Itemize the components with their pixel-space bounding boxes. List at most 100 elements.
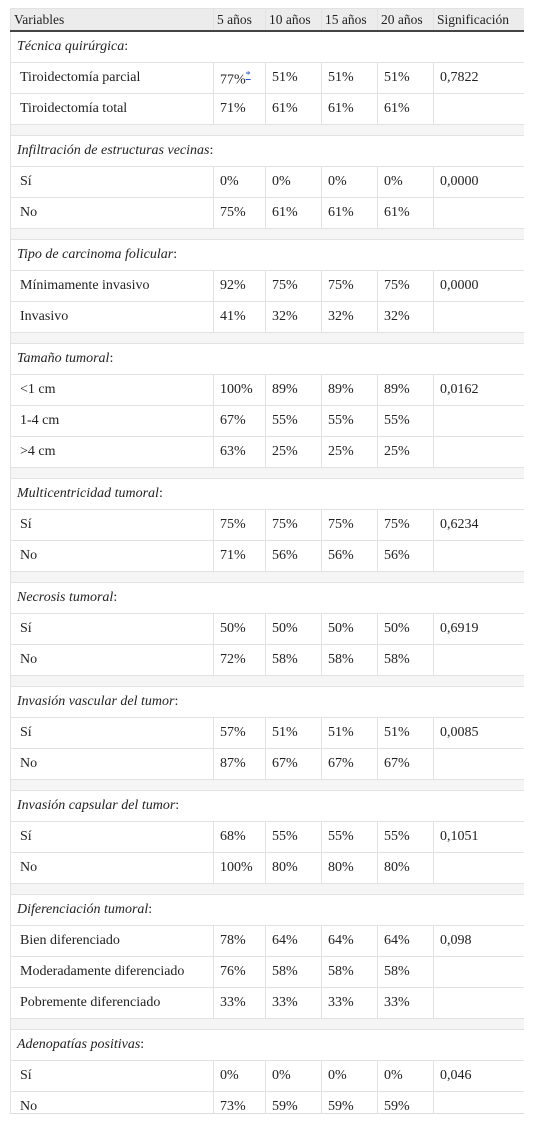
row-label: Sí: [10, 1060, 214, 1092]
value-cell: 75%: [377, 509, 434, 541]
value-cell: 61%: [321, 93, 378, 125]
value-cell: 100%: [213, 374, 266, 406]
data-row: Sí 75% 75% 75% 75% 0,6234: [10, 509, 524, 541]
spacer-cell: [10, 467, 524, 479]
row-label: Tiroidectomía parcial: [10, 62, 214, 94]
spacer-row: [10, 467, 524, 479]
group-heading-row: Infiltración de estructuras vecinas:: [10, 135, 524, 167]
value-cell: 78%: [213, 925, 266, 957]
value-cell: [433, 956, 524, 988]
value-cell: 50%: [213, 613, 266, 645]
group-title: Multicentricidad tumoral: [17, 486, 159, 501]
data-row: Sí 50% 50% 50% 50% 0,6919: [10, 613, 524, 645]
group-title: Invasión vascular del tumor: [17, 694, 175, 709]
data-row: Sí 0% 0% 0% 0% 0,046: [10, 1060, 524, 1092]
value-cell: [433, 197, 524, 229]
value-cell: 67%: [265, 748, 322, 780]
group-colon: :: [174, 694, 179, 709]
value-cell: 61%: [265, 197, 322, 229]
group-heading-row: Tamaño tumoral:: [10, 343, 524, 375]
value-cell: 25%: [265, 436, 322, 468]
header-cell: 15 años: [321, 8, 378, 32]
data-row: No 71% 56% 56% 56%: [10, 540, 524, 572]
row-label: Sí: [10, 717, 214, 749]
value-cell: 0%: [213, 1060, 266, 1092]
value-cell: 0,098: [433, 925, 524, 957]
value-cell: 33%: [213, 987, 266, 1019]
data-row: Sí 68% 55% 55% 55% 0,1051: [10, 821, 524, 853]
data-row: No 75% 61% 61% 61%: [10, 197, 524, 229]
value-cell: 61%: [377, 197, 434, 229]
value-cell: 56%: [265, 540, 322, 572]
value-cell: 71%: [213, 93, 266, 125]
value-cell: 0%: [265, 1060, 322, 1092]
value-cell: 59%: [377, 1091, 434, 1113]
value-cell: 67%: [377, 748, 434, 780]
survival-table: Variables 5 años 10 años 15 años 20 años Sign…: [10, 8, 524, 1113]
value-cell: 33%: [377, 987, 434, 1019]
table-body: Técnica quirúrgica: Tiroidectomía parcial…: [10, 30, 524, 1113]
value-cell: 58%: [377, 644, 434, 676]
value-cell: 58%: [377, 956, 434, 988]
row-label: >4 cm: [10, 436, 214, 468]
value-cell: [433, 405, 524, 437]
value-cell: 89%: [321, 374, 378, 406]
row-label: No: [10, 852, 214, 884]
value-cell: 33%: [265, 987, 322, 1019]
group-title: Técnica quirúrgica: [17, 39, 125, 54]
group-colon: :: [113, 590, 118, 605]
value-cell: 100%: [213, 852, 266, 884]
row-label: <1 cm: [10, 374, 214, 406]
row-label: Sí: [10, 509, 214, 541]
group-colon: :: [175, 798, 180, 813]
group-heading-cell: Necrosis tumoral:: [10, 582, 524, 614]
value-cell: 92%: [213, 270, 266, 302]
spacer-row: [10, 332, 524, 344]
header-cell: 5 años: [213, 8, 266, 32]
data-row: No 100% 80% 80% 80%: [10, 852, 524, 884]
group-heading-row: Técnica quirúrgica:: [10, 30, 524, 63]
value-cell: 0%: [377, 1060, 434, 1092]
group-colon: :: [140, 1037, 145, 1052]
row-label: No: [10, 1091, 214, 1113]
value-cell: 51%: [377, 717, 434, 749]
value-cell: 75%: [265, 270, 322, 302]
row-label: Invasivo: [10, 301, 214, 333]
data-row: Tiroidectomía total 71% 61% 61% 61%: [10, 93, 524, 125]
group-heading-cell: Multicentricidad tumoral:: [10, 478, 524, 510]
value-cell: 51%: [265, 717, 322, 749]
value-cell: [433, 540, 524, 572]
value-cell: 67%: [321, 748, 378, 780]
value-cell: 32%: [321, 301, 378, 333]
data-row: <1 cm 100% 89% 89% 89% 0,0162: [10, 374, 524, 406]
value-cell: 0%: [213, 166, 266, 198]
group-heading-row: Adenopatías positivas:: [10, 1029, 524, 1061]
row-label: Tiroidectomía total: [10, 93, 214, 125]
value-cell: 72%: [213, 644, 266, 676]
value-cell: 64%: [377, 925, 434, 957]
value-cell: 80%: [321, 852, 378, 884]
value-cell: 41%: [213, 301, 266, 333]
spacer-cell: [10, 228, 524, 240]
row-label: Sí: [10, 166, 214, 198]
value-cell: 80%: [377, 852, 434, 884]
value-cell: 25%: [377, 436, 434, 468]
value-cell: 0,0162: [433, 374, 524, 406]
value-cell: 75%: [321, 509, 378, 541]
data-row: Bien diferenciado 78% 64% 64% 64% 0,098: [10, 925, 524, 957]
value-cell: 25%: [321, 436, 378, 468]
row-label: 1-4 cm: [10, 405, 214, 437]
value-cell: 89%: [265, 374, 322, 406]
value-cell: 59%: [265, 1091, 322, 1113]
group-heading-cell: Adenopatías positivas:: [10, 1029, 524, 1061]
row-label: Bien diferenciado: [10, 925, 214, 957]
spacer-row: [10, 779, 524, 791]
value-cell: 68%: [213, 821, 266, 853]
data-row: Moderadamente diferenciado 76% 58% 58% 58%: [10, 956, 524, 988]
value-cell: 71%: [213, 540, 266, 572]
footnote-link[interactable]: *: [245, 69, 251, 81]
row-label: Sí: [10, 821, 214, 853]
value-cell: [433, 748, 524, 780]
spacer-row: [10, 228, 524, 240]
group-title: Tipo de carcinoma folicular: [17, 247, 174, 262]
